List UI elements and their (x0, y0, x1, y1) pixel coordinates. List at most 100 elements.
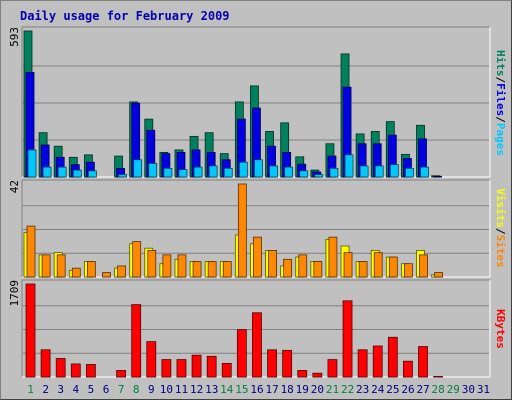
x-tick-label: 1 (27, 383, 34, 396)
pages-bar (42, 166, 52, 178)
pages-bar (329, 167, 339, 178)
x-tick-label: 9 (148, 383, 155, 396)
pages-bar (193, 166, 203, 178)
pages-bar (57, 166, 67, 178)
sites-bar (388, 256, 398, 278)
kbytes-bar (282, 349, 293, 378)
x-tick-label: 25 (386, 383, 399, 396)
kbytes-bar (70, 363, 81, 378)
kbytes-bar (40, 349, 51, 378)
kbytes-bar (236, 329, 247, 378)
pages-bar (27, 149, 37, 178)
x-tick-label: 10 (160, 383, 173, 396)
legend-top: Hits/Files/Pages (494, 50, 507, 156)
x-tick-label: 3 (57, 383, 64, 396)
y-axis-max-label: 593 (8, 27, 21, 47)
pages-bar (178, 169, 188, 178)
x-tick-label: 5 (88, 383, 95, 396)
x-tick-label: 16 (250, 383, 263, 396)
x-tick-label: 21 (326, 383, 339, 396)
kbytes-bar (342, 300, 353, 378)
x-tick-label: 11 (175, 383, 188, 396)
kbytes-bar (387, 336, 398, 378)
sites-bar (41, 254, 51, 278)
pages-bar (314, 174, 324, 178)
legend-separator: / (494, 228, 507, 235)
x-tick-label: 30 (462, 383, 475, 396)
sites-bar (268, 250, 277, 278)
sites-bar (343, 252, 353, 278)
x-tick-label: 18 (281, 383, 294, 396)
kbytes-bar (312, 372, 323, 378)
y-axis-max-label: 1709 (8, 280, 21, 307)
sites-bar (283, 258, 293, 278)
sites-bar (132, 241, 142, 278)
pages-bar (405, 167, 414, 178)
sites-bar (434, 272, 444, 278)
pages-bar (344, 154, 354, 178)
legend-separator: / (494, 77, 507, 84)
sites-bar (147, 250, 157, 278)
kbytes-bar (267, 349, 277, 378)
legend-sites: Sites (494, 235, 507, 268)
x-tick-label: 12 (190, 383, 203, 396)
x-tick-label: 14 (220, 383, 234, 396)
legend-pages: Pages (494, 123, 507, 156)
kbytes-bar (357, 349, 368, 378)
kbytes-bar (252, 312, 262, 378)
x-tick-label: 24 (371, 383, 385, 396)
pages-bar (254, 159, 263, 178)
chart-title: Daily usage for February 2009 (20, 9, 230, 23)
x-tick-label: 6 (103, 383, 110, 396)
kbytes-bar (25, 283, 36, 378)
x-tick-label: 17 (265, 383, 278, 396)
sites-bar (253, 236, 262, 278)
x-tick-label: 20 (311, 383, 324, 396)
legend-middle: Visits/Sites (494, 188, 507, 268)
sites-bar (71, 267, 81, 278)
x-tick-label: 8 (133, 383, 140, 396)
sites-bar (117, 265, 126, 278)
kbytes-bar (297, 370, 308, 378)
kbytes-bar (403, 360, 413, 378)
sites-bar (162, 254, 172, 278)
kbytes-bar (116, 370, 126, 378)
sites-bar (177, 254, 187, 278)
kbytes-bar (161, 359, 172, 378)
x-tick-label: 13 (205, 383, 218, 396)
sites-bar (86, 261, 96, 278)
sites-bar (313, 261, 323, 278)
sites-bar (358, 261, 368, 278)
kbytes-bar (433, 376, 444, 378)
x-tick-label: 7 (118, 383, 125, 396)
pages-bar (118, 174, 127, 178)
pages-bar (374, 165, 384, 178)
sites-bar (222, 261, 232, 278)
x-tick-label: 26 (401, 383, 414, 396)
x-tick-label: 31 (477, 383, 490, 396)
sites-bar (237, 183, 247, 278)
kbytes-bar (221, 362, 232, 378)
pages-bar (238, 161, 248, 178)
kbytes-bar (372, 345, 383, 378)
legend-separator: / (494, 116, 507, 123)
sites-bar (56, 254, 66, 278)
sites-bar (192, 261, 202, 278)
pages-bar (208, 165, 218, 178)
legend-kbytes: KBytes (494, 309, 507, 349)
pages-bar (148, 163, 158, 178)
pages-bar (87, 170, 97, 178)
kbytes-bar (327, 359, 338, 378)
sites-bar (373, 252, 383, 278)
pages-bar (163, 167, 173, 178)
sites-bar (26, 225, 36, 278)
kbytes-bar (131, 304, 142, 378)
kbytes-bar (176, 359, 187, 378)
pages-bar (72, 169, 82, 178)
sites-bar (207, 261, 217, 278)
x-tick-label: 28 (432, 383, 445, 396)
kbytes-bar (191, 354, 202, 378)
pages-bar (420, 166, 429, 178)
pages-bar (223, 167, 233, 178)
